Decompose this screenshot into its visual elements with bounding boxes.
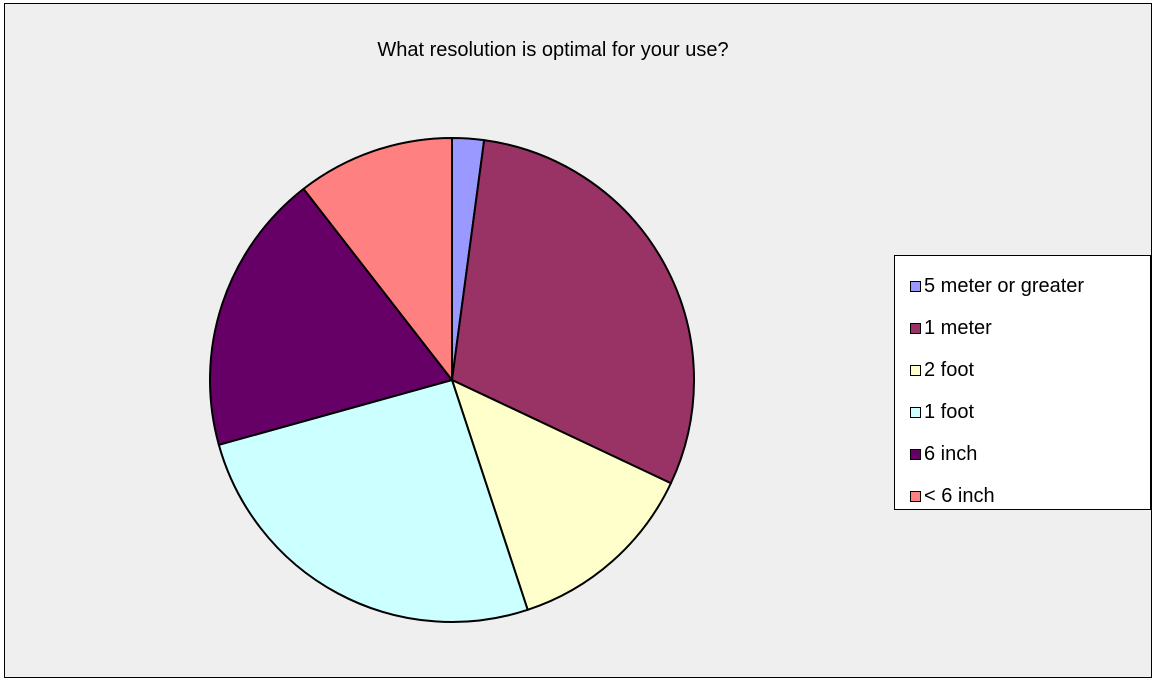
legend-label: 5 meter or greater bbox=[924, 274, 1085, 297]
pie-slice-1-foot bbox=[217, 379, 529, 623]
legend-label: 1 meter bbox=[924, 316, 992, 339]
legend-item: 5 meter or greater bbox=[895, 265, 1150, 307]
pie-chart bbox=[209, 137, 695, 623]
legend-swatch bbox=[910, 406, 921, 418]
legend-swatch bbox=[910, 322, 921, 334]
legend-item: 1 meter bbox=[895, 307, 1150, 349]
legend-swatch bbox=[910, 448, 921, 460]
pie-slice-6-inch bbox=[302, 137, 453, 381]
legend-label: 1 foot bbox=[924, 400, 975, 423]
legend-swatch bbox=[910, 280, 921, 292]
legend-item: 6 inch bbox=[895, 433, 1150, 475]
pie-slice-6-inch bbox=[209, 187, 453, 446]
legend-item: 1 foot bbox=[895, 391, 1150, 433]
legend: 5 meter or greater 1 meter 2 foot 1 foot 6 i… bbox=[894, 255, 1151, 510]
legend-label: 2 foot bbox=[924, 358, 975, 381]
legend-label: < 6 inch bbox=[924, 484, 995, 507]
legend-swatch bbox=[910, 364, 921, 376]
pie-slice-2-foot bbox=[451, 379, 672, 611]
legend-item: 2 foot bbox=[895, 349, 1150, 391]
legend-item: < 6 inch bbox=[895, 475, 1150, 517]
pie-slice-1-meter bbox=[451, 139, 695, 485]
chart-area: What resolution is optimal for your use?… bbox=[4, 3, 1152, 678]
legend-swatch bbox=[910, 490, 921, 502]
chart-title: What resolution is optimal for your use? bbox=[377, 39, 729, 61]
legend-label: 6 inch bbox=[924, 442, 978, 465]
